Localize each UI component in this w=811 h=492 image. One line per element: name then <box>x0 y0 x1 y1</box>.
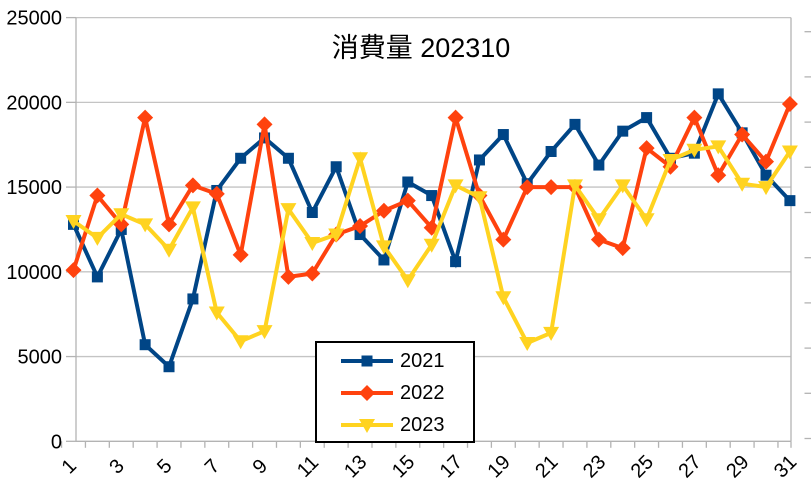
x-axis-label: 23 <box>579 451 610 482</box>
series-2023-marker-icon <box>341 419 393 433</box>
legend-item-2023: 2023 <box>317 409 473 441</box>
x-axis-label: 13 <box>340 451 371 482</box>
y-axis-label: 15000 <box>6 177 62 199</box>
legend-label-2021: 2021 <box>400 350 445 372</box>
legend: 2021 2022 2023 <box>315 341 475 443</box>
x-axis-label: 3 <box>105 455 128 478</box>
y-axis-labels: 0 5000 10000 15000 20000 25000 <box>6 8 62 454</box>
x-axis-label: 11 <box>293 452 323 482</box>
x-axis-label: 19 <box>483 451 514 482</box>
x-axis-labels: 1 3 5 7 9 11 13 15 17 19 21 23 25 27 29 31 <box>58 451 802 482</box>
x-axis-label: 17 <box>436 451 467 482</box>
secondary-y-axis-ticks <box>804 31 811 440</box>
x-axis-label: 25 <box>627 451 658 482</box>
series-2022-marker-icon <box>341 385 393 401</box>
chart-title: 消費量 202310 <box>331 33 511 63</box>
x-axis-label: 5 <box>153 455 176 478</box>
x-axis-label: 27 <box>674 451 705 482</box>
legend-item-2022: 2022 <box>317 377 473 409</box>
y-axis-label: 5000 <box>18 347 63 369</box>
x-axis-label: 9 <box>249 455 272 478</box>
series-2021-marker-icon <box>341 355 393 367</box>
y-gridlines <box>76 16 791 358</box>
legend-item-2021: 2021 <box>317 345 473 377</box>
legend-label-2023: 2023 <box>400 414 445 436</box>
y-axis-label: 25000 <box>6 8 62 30</box>
legend-label-2022: 2022 <box>400 382 445 404</box>
x-axis-label: 1 <box>58 455 81 478</box>
x-axis-label: 29 <box>722 451 753 482</box>
x-axis-label: 7 <box>201 455 224 478</box>
y-axis-label: 0 <box>51 431 62 453</box>
x-axis-label: 31 <box>770 451 801 482</box>
x-axis-label: 15 <box>388 451 419 482</box>
y-axis-label: 10000 <box>6 262 62 284</box>
series-2023 <box>65 140 798 352</box>
x-axis-label: 21 <box>531 451 562 482</box>
x-axis-ticks <box>60 441 792 448</box>
y-axis-label: 20000 <box>6 92 62 114</box>
